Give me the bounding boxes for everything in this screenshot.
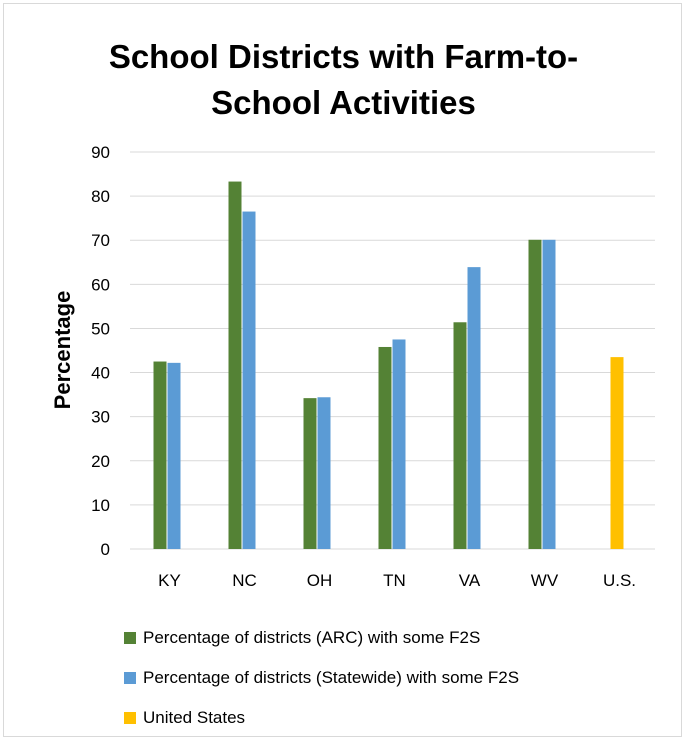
chart-title-line-1: School Districts with Farm-to- — [108, 38, 579, 75]
bar-tn-series-2 — [392, 339, 406, 549]
legend-item: United States — [124, 698, 519, 738]
legend-label: Percentage of districts (ARC) with some … — [143, 628, 481, 647]
bar-oh-series-2 — [317, 397, 331, 549]
x-tick-label: NC — [232, 571, 257, 590]
y-tick-label: 60 — [91, 275, 110, 294]
x-tick-label: OH — [307, 571, 333, 590]
y-tick-label: 20 — [91, 452, 110, 471]
chart-frame — [3, 3, 682, 737]
y-tick-label: 40 — [91, 364, 110, 383]
y-tick-label: 0 — [101, 540, 110, 559]
x-tick-label: TN — [383, 571, 406, 590]
bar-ky-series-1 — [153, 361, 167, 549]
y-axis-ticks: 0 10 20 30 40 50 60 70 80 90 — [91, 143, 110, 559]
bar-va-series-2 — [467, 267, 481, 549]
legend-swatch — [124, 632, 136, 644]
y-tick-label: 80 — [91, 187, 110, 206]
y-axis-title: Percentage — [50, 291, 75, 410]
legend-item: Percentage of districts (Statewide) with… — [124, 658, 519, 698]
y-tick-label: 10 — [91, 496, 110, 515]
x-tick-label: U.S. — [603, 571, 636, 590]
y-tick-label: 30 — [91, 408, 110, 427]
chart-title-line-2: School Activities — [211, 84, 476, 121]
legend: Percentage of districts (ARC) with some … — [124, 618, 519, 738]
bar-wv-series-1 — [528, 239, 542, 549]
x-tick-label: VA — [459, 571, 481, 590]
bar-nc-series-1 — [228, 181, 242, 549]
legend-label: Percentage of districts (Statewide) with… — [143, 668, 520, 687]
bar-us-series-3 — [610, 357, 624, 549]
legend-swatch — [124, 672, 136, 684]
bars — [153, 181, 624, 550]
legend-item: Percentage of districts (ARC) with some … — [124, 618, 519, 658]
legend-label: United States — [143, 708, 246, 727]
y-tick-label: 70 — [91, 231, 110, 250]
legend-swatch — [124, 712, 136, 724]
bar-ky-series-2 — [167, 362, 181, 549]
x-tick-label: KY — [158, 571, 181, 590]
bar-oh-series-1 — [303, 398, 317, 549]
bar-nc-series-2 — [242, 211, 256, 550]
bar-va-series-1 — [453, 322, 467, 549]
x-axis-ticks: KY NC OH TN VA WV U.S. — [158, 571, 636, 590]
bar-wv-series-2 — [542, 239, 556, 549]
y-tick-label: 90 — [91, 143, 110, 162]
y-tick-label: 50 — [91, 319, 110, 338]
x-tick-label: WV — [531, 571, 559, 590]
bar-tn-series-1 — [378, 346, 392, 549]
chart-title: School Districts with Farm-to- School Ac… — [0, 34, 687, 126]
